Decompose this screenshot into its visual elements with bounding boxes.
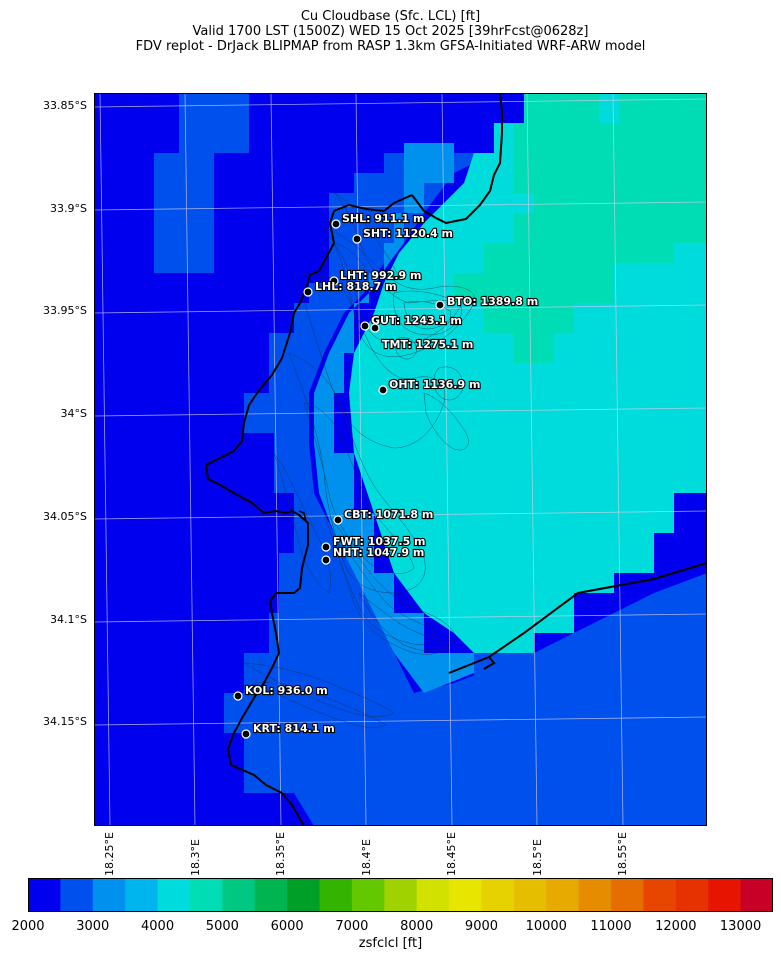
- colorbar-segment: [157, 878, 191, 912]
- colorbar-tick-label: 8000: [400, 919, 434, 934]
- site-marker-bto: [435, 300, 445, 310]
- site-label-gut: GUT: 1243.1 m: [371, 314, 462, 327]
- field-zone-3000: [179, 93, 707, 826]
- field-zone-3000: [179, 93, 249, 153]
- colorbar-tick-label: 3000: [76, 919, 110, 934]
- colorbar-segment: [611, 878, 644, 912]
- site-marker-nht: [321, 555, 331, 565]
- colorbar-tick-label: 13000: [719, 919, 762, 934]
- coastline-island: [298, 510, 307, 522]
- lat-label: 33.95°S: [43, 304, 87, 317]
- colorbar-tick-label: 5000: [205, 919, 239, 934]
- colorbar-tick-label: 2000: [11, 919, 45, 934]
- site-marker-kol: [233, 691, 243, 701]
- site-marker-tmt: [370, 323, 380, 333]
- site-label-sht: SHT: 1120.4 m: [363, 227, 453, 240]
- lat-label: 34°S: [60, 407, 87, 420]
- site-marker-fwt: [321, 542, 331, 552]
- colorbar-segment: [189, 878, 223, 912]
- site-label-lhl: LHL: 818.7 m: [315, 280, 397, 293]
- lon-label: 18.45°E: [445, 832, 458, 876]
- lat-label: 33.9°S: [50, 202, 87, 215]
- site-label-oht: OHT: 1136.9 m: [389, 378, 480, 391]
- colorbar-segment: [449, 878, 482, 912]
- field-zone-3000: [154, 153, 214, 273]
- coastline: [411, 93, 503, 225]
- colorbar-tick-label: 12000: [655, 919, 697, 934]
- colorbar-segment: [384, 878, 418, 912]
- colorbar-segment: [60, 878, 94, 912]
- site-marker-oht: [378, 385, 388, 395]
- field-zone-3000: [474, 653, 707, 693]
- site-label-kol: KOL: 936.0 m: [245, 684, 328, 697]
- site-label-fwt: FWT: 1037.5 m: [333, 535, 426, 548]
- colorbar-segment: [351, 878, 385, 912]
- colorbar-tick-label: 6000: [270, 919, 304, 934]
- colorbar-segment: [28, 878, 61, 912]
- ocean-blue: [94, 93, 179, 353]
- site-label-bto: BTO: 1389.8 m: [447, 295, 538, 308]
- colorbar-segment: [578, 878, 612, 912]
- terrain-contours: [243, 192, 475, 728]
- site-marker-cbt: [333, 515, 343, 525]
- colorbar-label: zsfclcl [ft]: [358, 936, 423, 951]
- lat-label: 34.15°S: [43, 715, 87, 728]
- colorbar-segment: [254, 878, 288, 912]
- site-marker-lht: [329, 276, 339, 286]
- colorbar-segment: [513, 878, 547, 912]
- colorbar-segment: [643, 878, 677, 912]
- site-marker-sht: [352, 234, 362, 244]
- site-label-nht: NHT: 1047.9 m: [333, 546, 424, 559]
- lat-label: 34.1°S: [50, 613, 87, 626]
- site-marker-krt: [241, 729, 251, 739]
- site-label-tmt: TMT: 1275.1 m: [382, 338, 473, 351]
- colorbar-segment: [287, 878, 321, 912]
- colorbar-tick-label: 4000: [141, 919, 175, 934]
- map-valid-time: Valid 1700 LST (1500Z) WED 15 Oct 2025 […: [192, 24, 589, 39]
- field-zone-5000: [599, 93, 619, 123]
- boundary-line: [448, 562, 707, 674]
- lon-label: 18.35°E: [274, 832, 287, 876]
- lon-label: 18.55°E: [616, 832, 629, 876]
- colorbar-segment: [481, 878, 515, 912]
- site-label-krt: KRT: 814.1 m: [253, 722, 335, 735]
- colorbar-tick-label: 10000: [525, 919, 567, 934]
- colorbar-tick-label: 11000: [590, 919, 632, 934]
- coastline: [204, 194, 413, 826]
- colorbar-segment: [708, 878, 742, 912]
- field-zone-5000: [454, 93, 707, 363]
- colorbar-segment: [416, 878, 450, 912]
- colorbar-segment: [740, 878, 773, 912]
- site-label-shl: SHL: 911.1 m: [342, 212, 424, 225]
- colorbar-segment: [319, 878, 353, 912]
- site-markers: SHL: 911.1 m SHT: 1120.4 m LHT: 992.9 mLHL…: [233, 211, 539, 739]
- field-zone-4000: [314, 143, 474, 693]
- boundary-line: [483, 656, 496, 670]
- colorbar-tick-label: 7000: [335, 919, 369, 934]
- lon-label: 18.25°E: [103, 832, 116, 876]
- map-source: FDV replot - DrJack BLIPMAP from RASP 1.…: [135, 39, 646, 54]
- colorbar-segment: [125, 878, 159, 912]
- colorbar-tick-label: 9000: [464, 919, 499, 934]
- colorbar-segment: [546, 878, 580, 912]
- lon-label: 18.5°E: [531, 839, 544, 876]
- site-label-cbt: CBT: 1071.8 m: [344, 508, 433, 521]
- colorbar-segment: [675, 878, 709, 912]
- site-marker-shl: [331, 219, 341, 229]
- colorbar-segment: [92, 878, 126, 912]
- site-marker-gut: [360, 321, 370, 331]
- lat-label: 34.05°S: [43, 510, 87, 523]
- graticule: [94, 93, 707, 826]
- lat-label: 33.85°S: [43, 99, 87, 112]
- map-title: Cu Cloudbase (Sfc. LCL) [ft]: [300, 9, 481, 24]
- colorbar-segment: [222, 878, 256, 912]
- colorbar: [28, 878, 773, 912]
- site-marker-lhl: [303, 287, 313, 297]
- lon-label: 18.3°E: [189, 839, 202, 876]
- cloudbase-map: SHL: 911.1 m SHT: 1120.4 m LHT: 992.9 mLHL…: [94, 93, 707, 826]
- lon-label: 18.4°E: [360, 839, 373, 876]
- site-label-lht: LHT: 992.9 m: [340, 269, 421, 282]
